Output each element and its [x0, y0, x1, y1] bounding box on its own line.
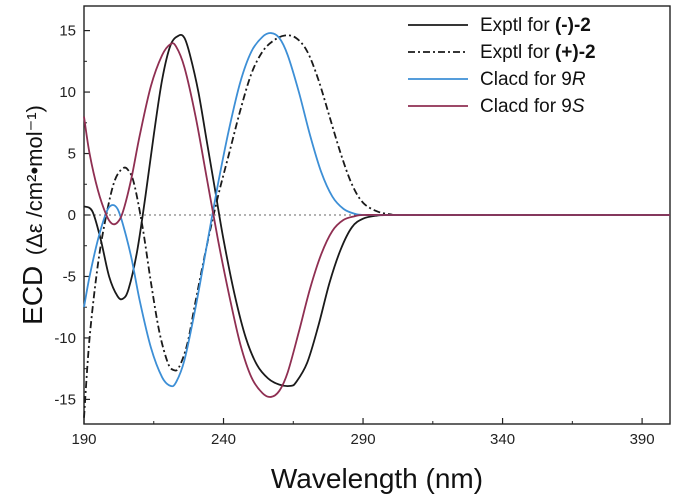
x-ticks: 190 240 290 340 390: [71, 418, 655, 448]
legend-entry-prefix: Exptl for: [480, 42, 555, 63]
series-line-1: [83, 34, 670, 418]
x-tick-label: 240: [211, 431, 236, 448]
y-tick-label: 5: [68, 146, 76, 163]
y-tick-label: -10: [54, 330, 76, 347]
legend-entry-prefix: Clacd for 9: [480, 96, 572, 117]
legend-entry: Clacd for 9R: [480, 69, 586, 90]
y-tick-label: -15: [54, 391, 76, 408]
y-axis-title: ECD (Δε /cm²•mol⁻¹): [17, 105, 48, 325]
legend-entry-suffix: S: [572, 96, 585, 117]
legend-entry-prefix: Exptl for: [480, 15, 555, 36]
x-tick-label: 290: [351, 431, 376, 448]
x-tick-label: 190: [71, 431, 96, 448]
legend-entry: Clacd for 9S: [480, 96, 585, 117]
y-tick-label: 0: [68, 207, 76, 224]
x-tick-label: 390: [630, 431, 655, 448]
x-tick-label: 340: [490, 431, 515, 448]
legend-entry-suffix: R: [572, 69, 586, 90]
y-tick-label: -5: [63, 268, 76, 285]
y-axis-title-main: ECD: [17, 266, 48, 325]
plot-area: 190 240 290 340 390 -15 -10 -5 0 5 10 15: [54, 5, 671, 448]
y-tick-label: 15: [59, 23, 76, 40]
y-tick-label: 10: [59, 84, 76, 101]
y-axis-title-units: (Δε /cm²•mol⁻¹): [22, 105, 47, 255]
legend-entry: Exptl for (-)-2: [480, 15, 591, 36]
y-ticks: -15 -10 -5 0 5 10 15: [54, 23, 90, 408]
series-line-0: [83, 33, 670, 387]
x-axis-title: Wavelength (nm): [271, 463, 483, 494]
svg-text:ECD (Δε /cm²•mol⁻¹): ECD (Δε /cm²•mol⁻¹): [17, 105, 48, 325]
series-line-3: [83, 42, 670, 398]
legend-entry: Exptl for (+)-2: [480, 42, 596, 63]
legend-entry-prefix: Clacd for 9: [480, 69, 572, 90]
series-lines: [83, 32, 670, 418]
legend-entry-suffix: (-)-2: [555, 15, 591, 36]
legend-entry-suffix: (+)-2: [555, 42, 596, 63]
